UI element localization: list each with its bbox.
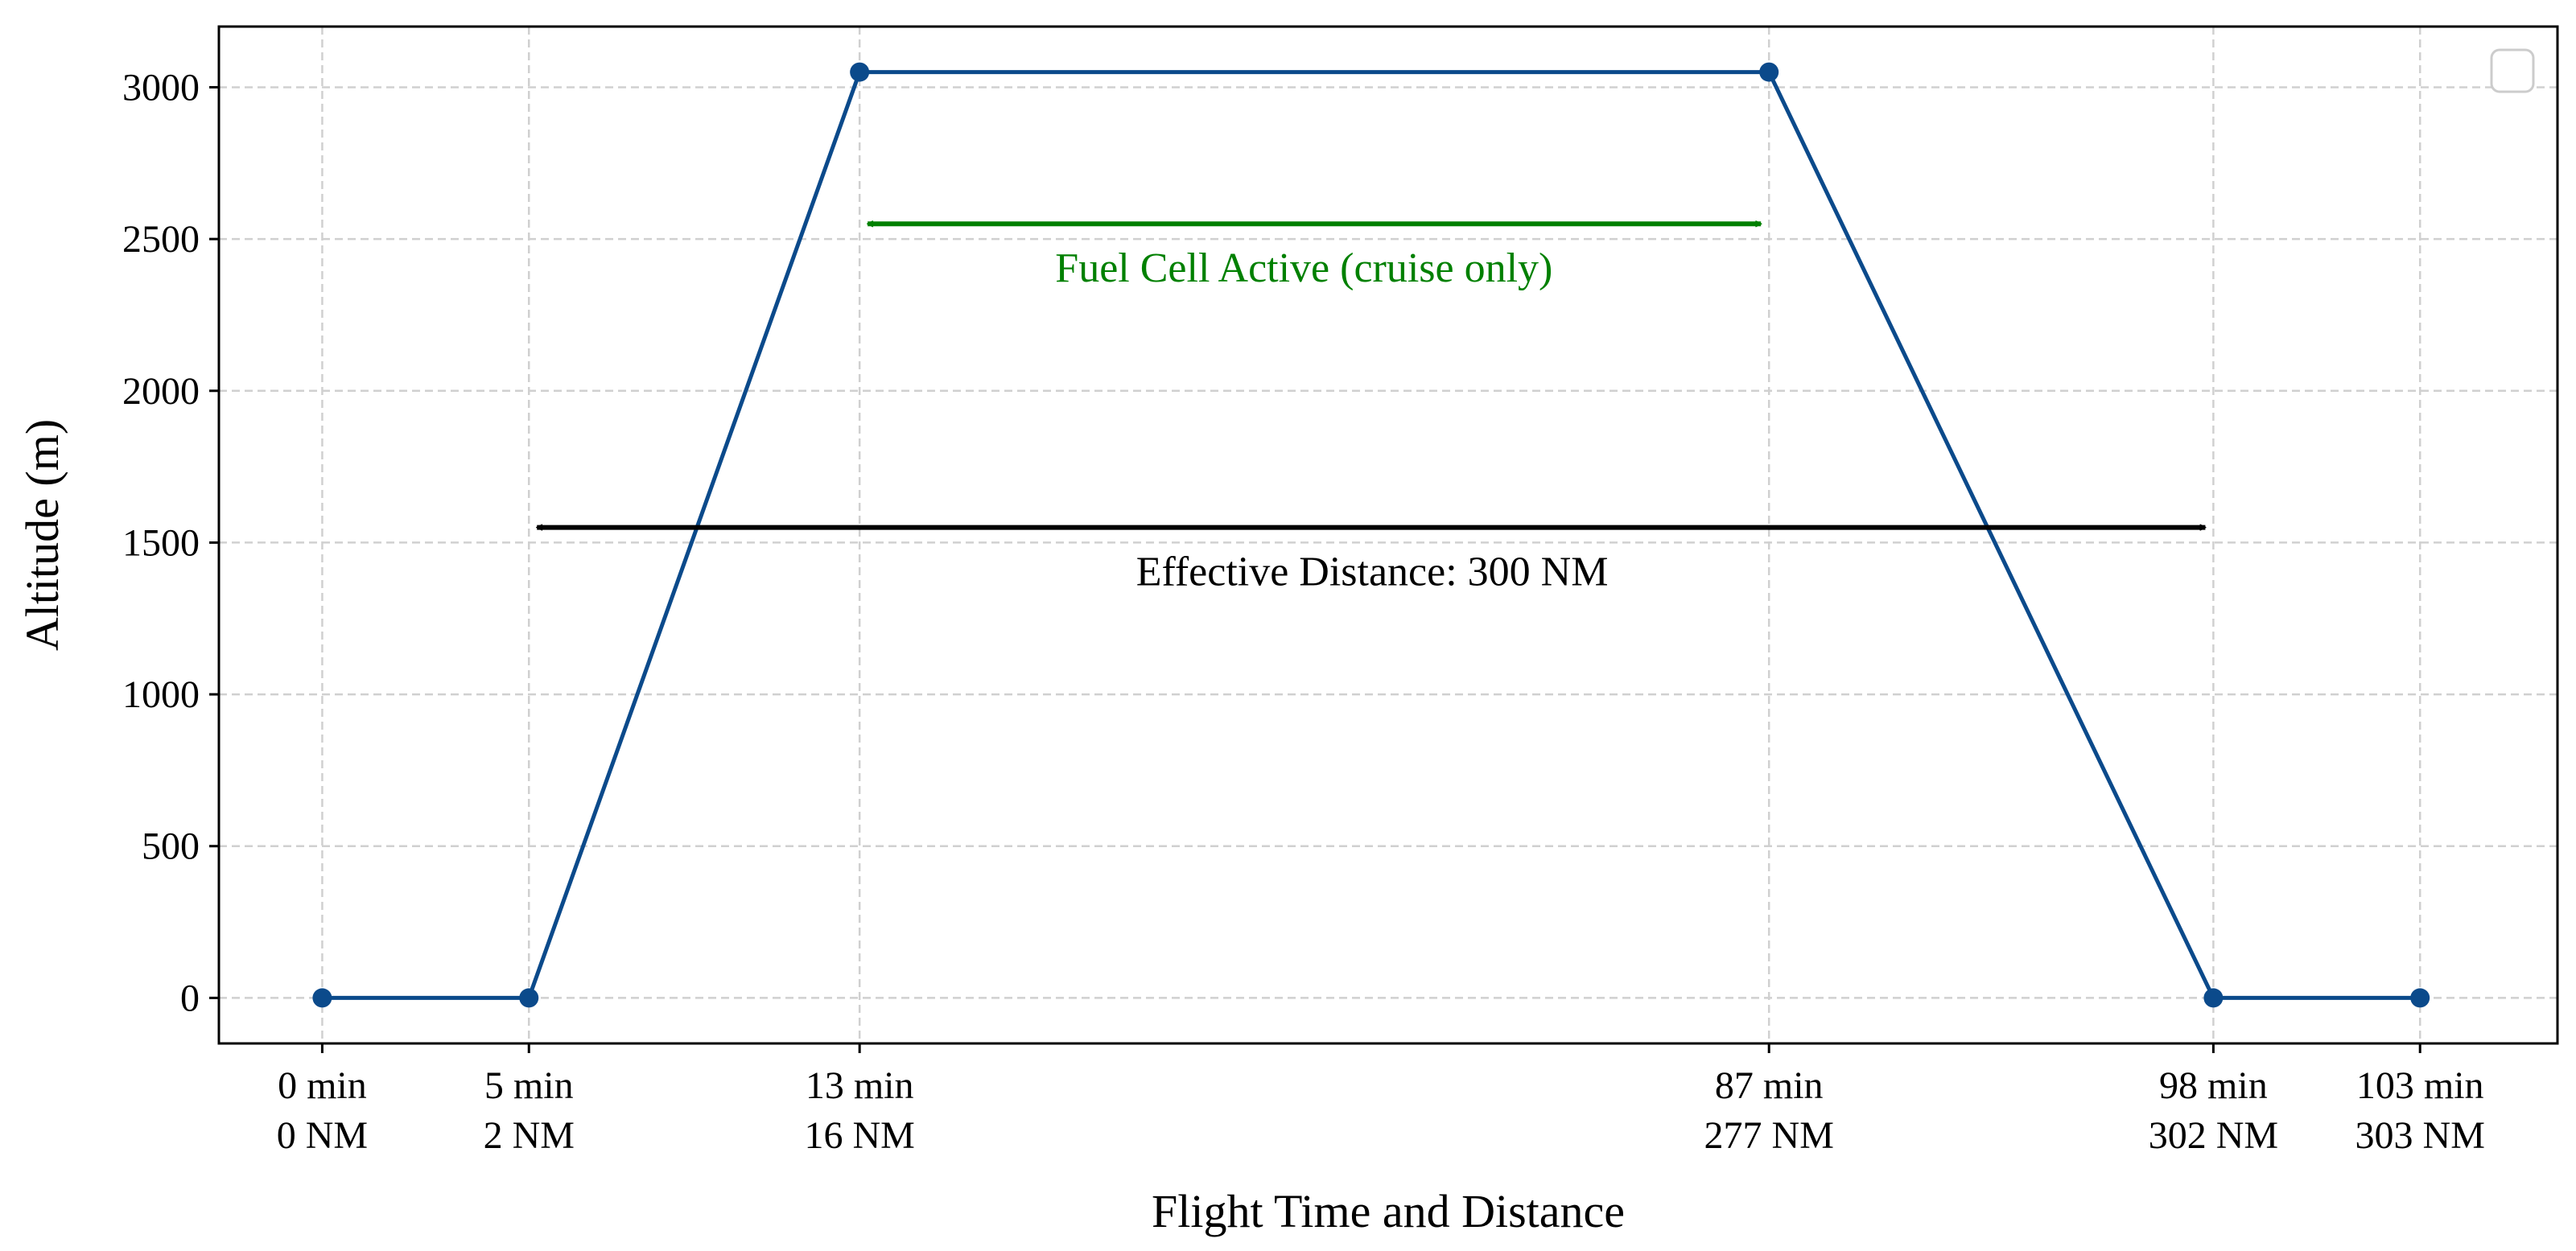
x-tick-label-time: 98 min — [2159, 1064, 2268, 1107]
y-tick-label: 500 — [142, 825, 200, 868]
data-point — [2203, 988, 2224, 1008]
y-axis-title: Altitude (m) — [16, 419, 68, 651]
x-tick-label-distance: 2 NM — [484, 1114, 575, 1157]
y-tick-label: 3000 — [122, 66, 200, 109]
x-tick-label-distance: 277 NM — [1704, 1114, 1834, 1157]
x-tick-label-distance: 302 NM — [2149, 1114, 2278, 1157]
series-line — [322, 70, 2421, 1000]
y-tick-label: 1500 — [122, 521, 200, 564]
annotation-label: Fuel Cell Active (cruise only) — [1055, 245, 1552, 291]
data-point — [2410, 988, 2430, 1008]
x-tick-label-time: 103 min — [2356, 1064, 2484, 1107]
x-tick-label-time: 0 min — [278, 1064, 367, 1107]
x-tick-label-time: 13 min — [806, 1064, 914, 1107]
y-tick-label: 2500 — [122, 218, 200, 261]
data-point — [312, 988, 332, 1008]
y-tick-label: 0 — [180, 977, 200, 1019]
plot-frame — [217, 25, 2559, 1045]
series-layer — [312, 62, 2430, 1008]
annotation-label: Effective Distance: 300 NM — [1136, 549, 1609, 595]
tick-layer: 0 500 1000 1500 2000 2500 3000 0 min 0 NM 5 min 2 … — [122, 66, 2485, 1157]
x-tick-label-distance: 303 NM — [2355, 1114, 2485, 1157]
data-point — [1759, 62, 1779, 82]
x-tick-label-time: 87 min — [1715, 1064, 1824, 1107]
x-axis-title: Flight Time and Distance — [1152, 1185, 1625, 1237]
y-tick-label: 2000 — [122, 370, 200, 413]
y-tick-label: 1000 — [122, 673, 200, 716]
data-point — [519, 988, 539, 1008]
legend-box — [2490, 48, 2535, 93]
x-tick-label-time: 5 min — [484, 1064, 574, 1107]
data-point — [850, 62, 870, 82]
x-tick-label-distance: 16 NM — [804, 1114, 914, 1157]
grid-lines — [219, 27, 2557, 1043]
x-tick-label-distance: 0 NM — [277, 1114, 368, 1157]
annotation-layer: Fuel Cell Active (cruise only) Effective … — [537, 224, 2205, 595]
